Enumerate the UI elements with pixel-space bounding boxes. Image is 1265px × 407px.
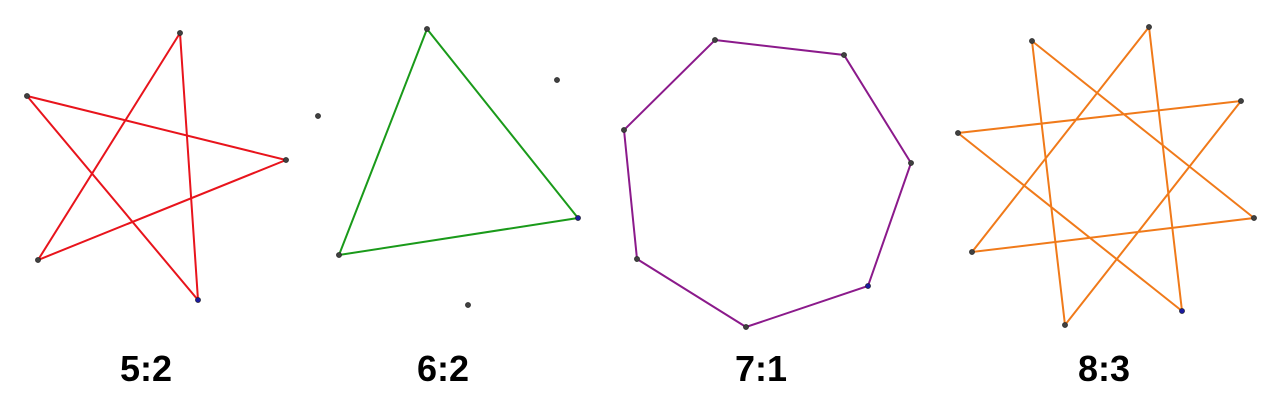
vertex-point (1251, 215, 1257, 221)
vertex-point (634, 256, 640, 262)
star-polygon-8-3 (955, 24, 1257, 328)
vertex-point (712, 37, 718, 43)
vertex-point (424, 26, 430, 32)
vertex-point (908, 160, 914, 166)
vertex-point (575, 215, 581, 221)
vertex-point (969, 249, 975, 255)
vertex-point (865, 283, 871, 289)
vertex-point (1062, 322, 1068, 328)
vertex-point (465, 302, 471, 308)
vertex-point (1146, 24, 1152, 30)
vertex-point (841, 52, 847, 58)
vertex-point (24, 93, 30, 99)
vertex-point (315, 113, 321, 119)
star-polygon-6-2 (315, 26, 581, 308)
label-7-1: 7:1 (734, 348, 788, 389)
vertex-point (621, 127, 627, 133)
vertex-point (283, 157, 289, 163)
vertex-point (1179, 308, 1185, 314)
label-5-2: 5:2 (119, 348, 173, 389)
vertex-point (743, 324, 749, 330)
vertex-point (177, 30, 183, 36)
vertex-point (955, 130, 961, 136)
star-outline (955, 24, 1257, 328)
label-8-3: 8:3 (1077, 348, 1131, 389)
vertex-point (1238, 98, 1244, 104)
heptagon-7-1 (621, 37, 914, 330)
vertex-point (195, 297, 201, 303)
star-outline (24, 29, 290, 303)
vertex-point (336, 252, 342, 258)
vertex-point (35, 257, 41, 263)
star-polygon-5-2 (24, 29, 290, 303)
star-outline (337, 27, 580, 257)
label-6-2: 6:2 (416, 348, 470, 389)
vertex-point (1029, 38, 1035, 44)
star-outline (622, 38, 913, 329)
vertex-point (554, 77, 560, 83)
